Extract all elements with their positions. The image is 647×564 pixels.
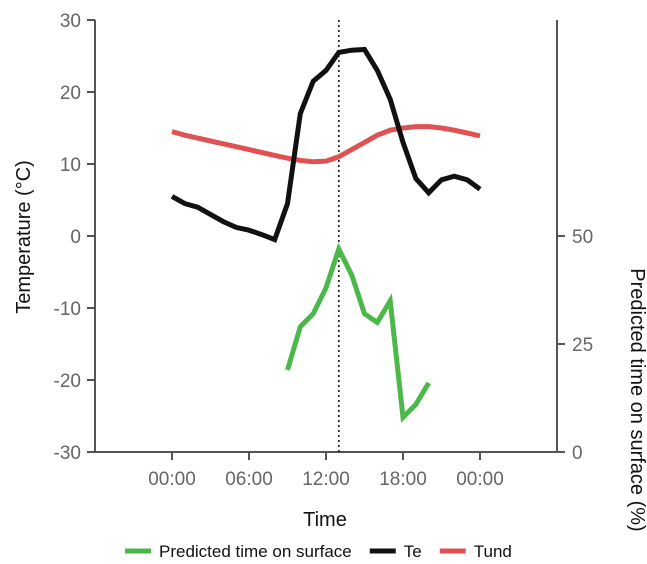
y-left-tick-label: -30: [54, 443, 81, 464]
legend-label-tund: Tund: [474, 542, 512, 561]
axes-group: -30 -20 -10 0 10 20 30 0 25 50 00:00 06:00 12:00 18:0…: [54, 11, 594, 490]
y-axis-left-title: Temperature (°C): [13, 160, 35, 314]
y-left-tick-label: 10: [60, 155, 81, 176]
y-left-tick-label: 0: [70, 227, 81, 248]
y-right-tick-label: 0: [572, 443, 583, 464]
y-left-tick-label: -20: [54, 371, 81, 392]
legend-label-te: Te: [404, 542, 422, 561]
series-line-tund: [171, 124, 481, 165]
y-right-tick-label: 25: [572, 335, 593, 356]
y-axis-right-title: Predicted time on surface (%): [626, 268, 647, 531]
x-tick-label: 00:00: [456, 469, 504, 490]
x-tick-label: 00:00: [148, 469, 196, 490]
series-group: [170, 46, 482, 423]
legend: Predicted time on surface Te Tund: [125, 542, 512, 561]
x-axis-title: Time: [303, 509, 347, 531]
series-line-te: [170, 46, 482, 243]
series-line-predicted-time-on-surface: [285, 242, 431, 423]
legend-label-predicted-time-on-surface: Predicted time on surface: [159, 542, 352, 561]
y-left-tick-label: 20: [60, 83, 81, 104]
x-tick-label: 12:00: [302, 469, 350, 490]
y-right-tick-label: 50: [572, 227, 593, 248]
y-left-tick-label: -10: [54, 299, 81, 320]
x-tick-label: 06:00: [225, 469, 273, 490]
y-left-tick-label: 30: [60, 11, 81, 32]
x-tick-label: 18:00: [379, 469, 427, 490]
